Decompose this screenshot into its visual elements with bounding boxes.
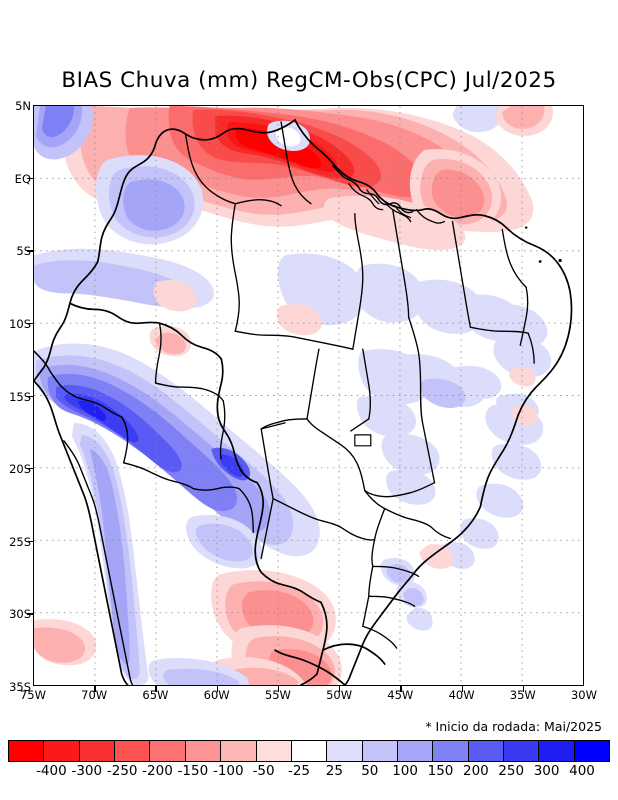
colorbar-tick: -300	[71, 763, 103, 779]
y-axis-tick	[27, 177, 33, 179]
run-start-note: * Inicio da rodada: Mai/2025	[425, 719, 602, 734]
x-axis-tick	[94, 686, 96, 692]
y-axis-label-eq: EQ	[14, 172, 31, 186]
colorbar-tick: -250	[106, 763, 138, 779]
x-axis-tick	[339, 686, 341, 692]
colorbar-tick: 250	[498, 763, 525, 779]
colorbar-cell	[362, 741, 398, 761]
y-axis-tick	[27, 540, 33, 543]
x-axis-tick	[277, 686, 280, 692]
y-axis-tick	[27, 250, 33, 252]
map-plot-area	[33, 105, 584, 686]
colorbar-tick: -400	[36, 763, 67, 779]
x-axis-label-55w: 55W	[264, 688, 291, 702]
colorbar-tick: -100	[212, 763, 244, 779]
colorbar-cell	[150, 741, 186, 761]
colorbar-cell	[327, 741, 363, 761]
y-axis-label-5n: 5N	[15, 99, 31, 113]
x-axis-tick	[155, 686, 157, 692]
y-axis-label-5s: 5S	[16, 244, 31, 258]
x-axis-label-30w: 30W	[570, 688, 597, 702]
y-axis-tick	[27, 395, 33, 397]
y-axis-label-15s: 15S	[9, 390, 31, 404]
colorbar-tick: -50	[252, 763, 275, 779]
page-title: BIAS Chuva (mm) RegCM-Obs(CPC) Jul/2025	[61, 68, 557, 93]
y-axis-tick	[27, 322, 33, 325]
y-axis-tick	[27, 613, 33, 615]
colorbar-tick: -200	[142, 763, 173, 779]
colorbar-tick-labels: -400 -300 -250 -200 -150 -100 -50 -25 25…	[8, 763, 610, 783]
x-axis-label-45w: 45W	[387, 688, 414, 702]
x-axis-label-35w: 35W	[509, 688, 536, 702]
x-axis-label-65w: 65W	[142, 688, 169, 702]
x-axis-label-50w: 50W	[326, 688, 353, 702]
x-axis-label-70w: 70W	[81, 688, 108, 702]
colorbar-cell	[185, 741, 222, 761]
colorbar-cell	[468, 741, 505, 761]
colorbar-cell	[539, 741, 575, 761]
colorbar-cell	[504, 741, 540, 761]
colorbar-cell	[221, 741, 257, 761]
x-axis-tick	[216, 686, 219, 692]
colorbar-tick: -25	[287, 763, 311, 779]
y-axis-label-20s: 20S	[9, 462, 31, 476]
colorbar-tick: 400	[569, 763, 595, 779]
colorbar-tick: 150	[427, 763, 454, 779]
colorbar-cell	[44, 741, 80, 761]
colorbar-cell	[574, 741, 610, 761]
colorbar-tick: 100	[392, 763, 418, 779]
y-axis-label-30s: 30S	[9, 607, 31, 621]
colorbar-cell	[291, 741, 328, 761]
colorbar-cell	[397, 741, 434, 761]
colorbar-tick: 200	[463, 763, 489, 779]
x-axis-label-40w: 40W	[448, 688, 475, 702]
y-axis-label-35s: 35S	[9, 680, 31, 694]
colorbar-cell	[9, 741, 45, 761]
x-axis-label-60w: 60W	[203, 688, 230, 702]
colorbar-cell	[115, 741, 151, 761]
x-axis-tick	[522, 686, 525, 692]
bias-shading-layer	[34, 106, 583, 685]
y-axis-label-25s: 25S	[9, 535, 31, 549]
y-axis-label-10s: 10S	[9, 317, 31, 331]
colorbar-tick: 50	[361, 763, 379, 779]
x-axis-tick	[461, 686, 463, 692]
x-axis-tick	[400, 686, 402, 692]
colorbar-tick: 300	[533, 763, 560, 779]
x-axis-label-75w: 75W	[19, 688, 46, 702]
colorbar-tick: 25	[325, 763, 343, 779]
colorbar-cell	[79, 741, 116, 761]
y-axis-tick	[27, 468, 33, 470]
colorbar-cell	[433, 741, 469, 761]
colorbar	[8, 740, 610, 762]
colorbar-tick: -150	[177, 763, 209, 779]
colorbar-cell	[256, 741, 292, 761]
